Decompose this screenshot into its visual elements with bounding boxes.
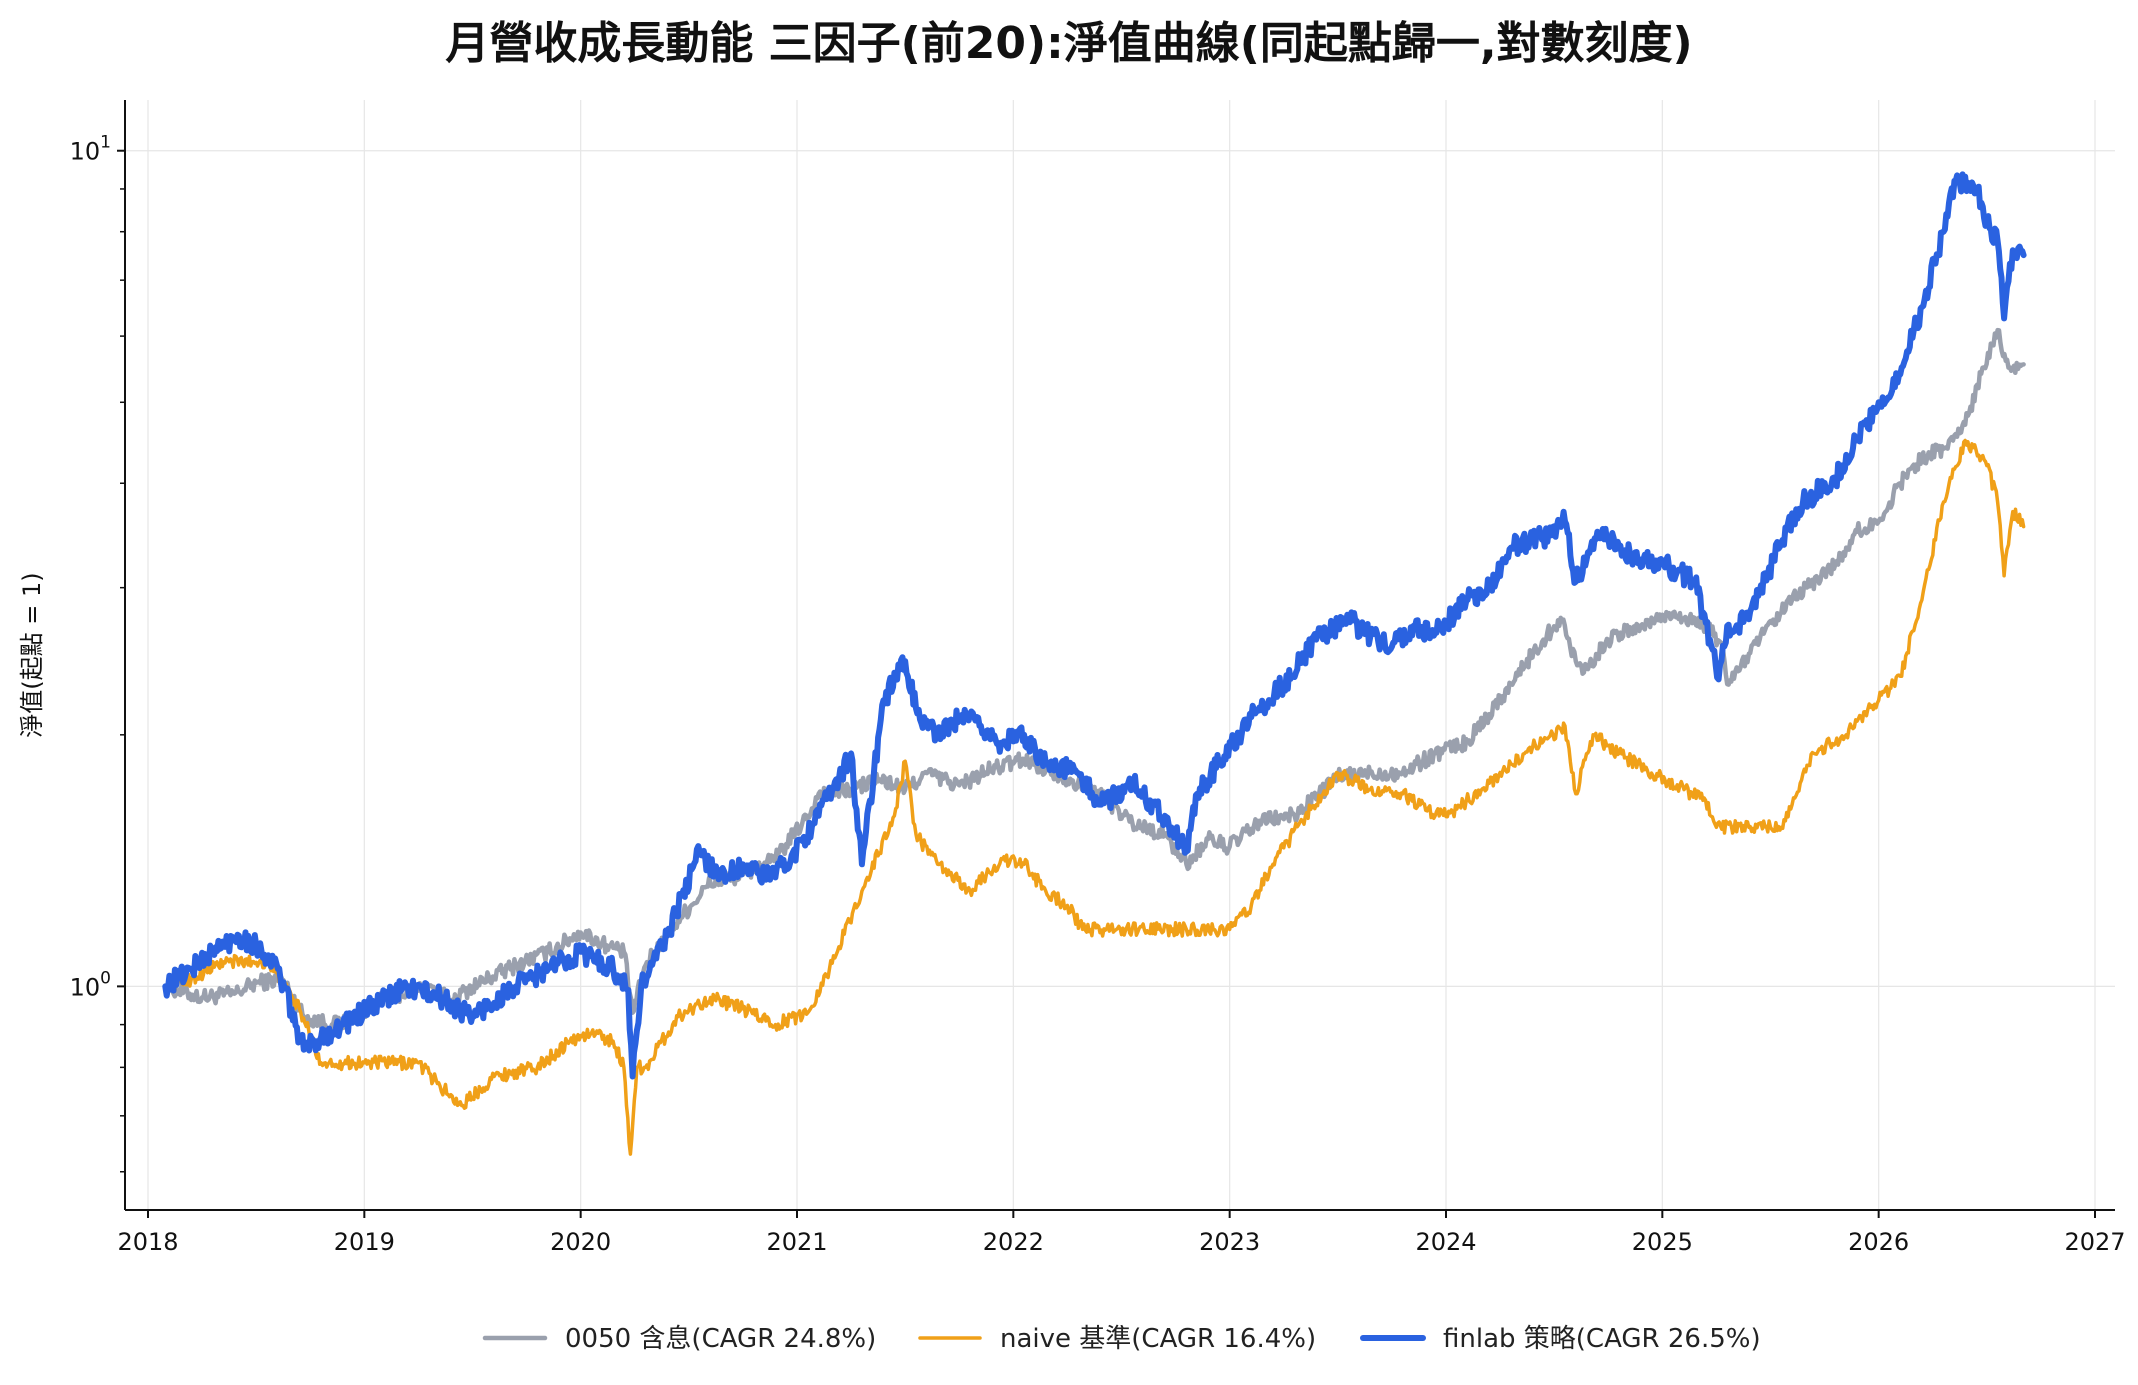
x-tick-label: 2018 [117,1228,178,1256]
legend-entry: finlab 策略(CAGR 26.5%) [1360,1324,1761,1354]
grid [125,100,2115,1210]
legend: 0050 含息(CAGR 24.8%) naive 基準(CAGR 16.4%) f… [482,1324,1761,1354]
x-tick-label: 2020 [550,1228,611,1256]
x-tick-label: 2022 [983,1228,1044,1256]
y-tick-label: 101 [70,133,111,166]
x-tick-label: 2025 [1632,1228,1693,1256]
y-tick-label: 100 [70,968,111,1001]
series-line [162,171,2027,1080]
series-line [163,438,2026,1156]
series-line [163,327,2026,1033]
legend-entry: 0050 含息(CAGR 24.8%) [482,1324,876,1354]
x-tick-label: 2027 [2064,1228,2125,1256]
x-tick-label: 2021 [766,1228,827,1256]
chart-title: 月營收成長動能 三因子(前20):淨值曲線(同起點歸一,對數刻度) [445,18,1692,69]
legend-label: naive 基準(CAGR 16.4%) [1000,1324,1316,1354]
x-tick-label: 2024 [1415,1228,1476,1256]
y-axis-label: 淨值(起點 = 1) [18,572,46,737]
legend-label: 0050 含息(CAGR 24.8%) [565,1324,876,1354]
ticks: 2018 2019 2020 2021 2022 2023 2024 2025 2026 2027… [70,133,2126,1256]
legend-label: finlab 策略(CAGR 26.5%) [1443,1324,1761,1354]
x-tick-label: 2026 [1848,1228,1909,1256]
legend-entry: naive 基準(CAGR 16.4%) [918,1324,1316,1354]
series-layer [162,171,2027,1156]
x-tick-label: 2023 [1199,1228,1260,1256]
x-tick-label: 2019 [334,1228,395,1256]
